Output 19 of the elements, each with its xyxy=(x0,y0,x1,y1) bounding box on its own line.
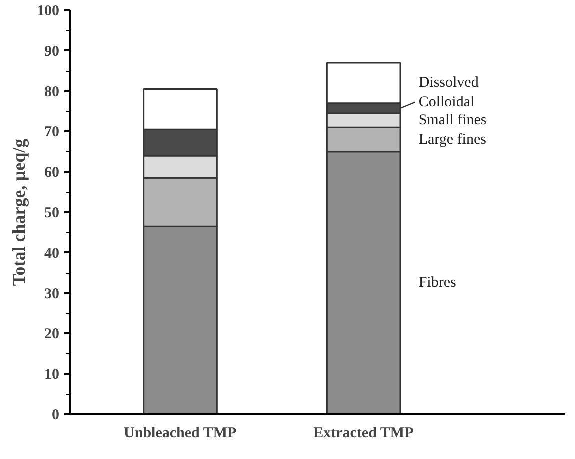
series-label: Large fines xyxy=(418,132,487,148)
y-tick-label: 60 xyxy=(44,165,60,182)
y-tick-label: 10 xyxy=(44,367,60,384)
y-tick-label: 30 xyxy=(44,286,60,302)
series-label: Dissolved xyxy=(418,75,480,92)
y-tick-label: 40 xyxy=(44,246,60,262)
y-tick-label: 100 xyxy=(37,4,60,20)
series-label: Colloidal xyxy=(418,94,475,110)
y-tick-label: 50 xyxy=(44,206,60,222)
series-label: Small fines xyxy=(418,112,487,129)
y-tick-label: 80 xyxy=(44,84,60,100)
y-tick-label: 70 xyxy=(44,124,60,141)
series-label: Fibres xyxy=(418,275,456,292)
x-tick-label: Extracted TMP xyxy=(314,426,414,442)
y-tick-label: 90 xyxy=(44,44,60,60)
y-axis-title: Total charge, µeq/g xyxy=(9,138,29,286)
x-tick-label: Unbleached TMP xyxy=(124,426,237,442)
y-tick-label: 20 xyxy=(44,326,60,343)
y-tick-label: 0 xyxy=(52,408,60,424)
